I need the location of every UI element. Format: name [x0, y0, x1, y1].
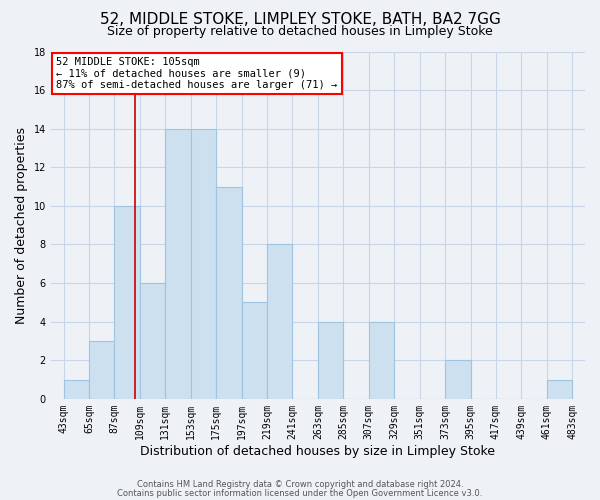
Bar: [547, 380, 572, 399]
Bar: [89, 341, 115, 399]
Bar: [165, 128, 191, 399]
Bar: [445, 360, 470, 399]
Bar: [267, 244, 292, 399]
Bar: [191, 128, 216, 399]
Bar: [216, 186, 242, 399]
Bar: [64, 380, 89, 399]
X-axis label: Distribution of detached houses by size in Limpley Stoke: Distribution of detached houses by size …: [140, 444, 496, 458]
Y-axis label: Number of detached properties: Number of detached properties: [15, 126, 28, 324]
Text: 52 MIDDLE STOKE: 105sqm
← 11% of detached houses are smaller (9)
87% of semi-det: 52 MIDDLE STOKE: 105sqm ← 11% of detache…: [56, 56, 337, 90]
Bar: [318, 322, 343, 399]
Bar: [242, 302, 267, 399]
Text: Size of property relative to detached houses in Limpley Stoke: Size of property relative to detached ho…: [107, 25, 493, 38]
Text: 52, MIDDLE STOKE, LIMPLEY STOKE, BATH, BA2 7GG: 52, MIDDLE STOKE, LIMPLEY STOKE, BATH, B…: [100, 12, 500, 28]
Text: Contains public sector information licensed under the Open Government Licence v3: Contains public sector information licen…: [118, 488, 482, 498]
Bar: [115, 206, 140, 399]
Bar: [140, 283, 165, 399]
Bar: [369, 322, 394, 399]
Text: Contains HM Land Registry data © Crown copyright and database right 2024.: Contains HM Land Registry data © Crown c…: [137, 480, 463, 489]
